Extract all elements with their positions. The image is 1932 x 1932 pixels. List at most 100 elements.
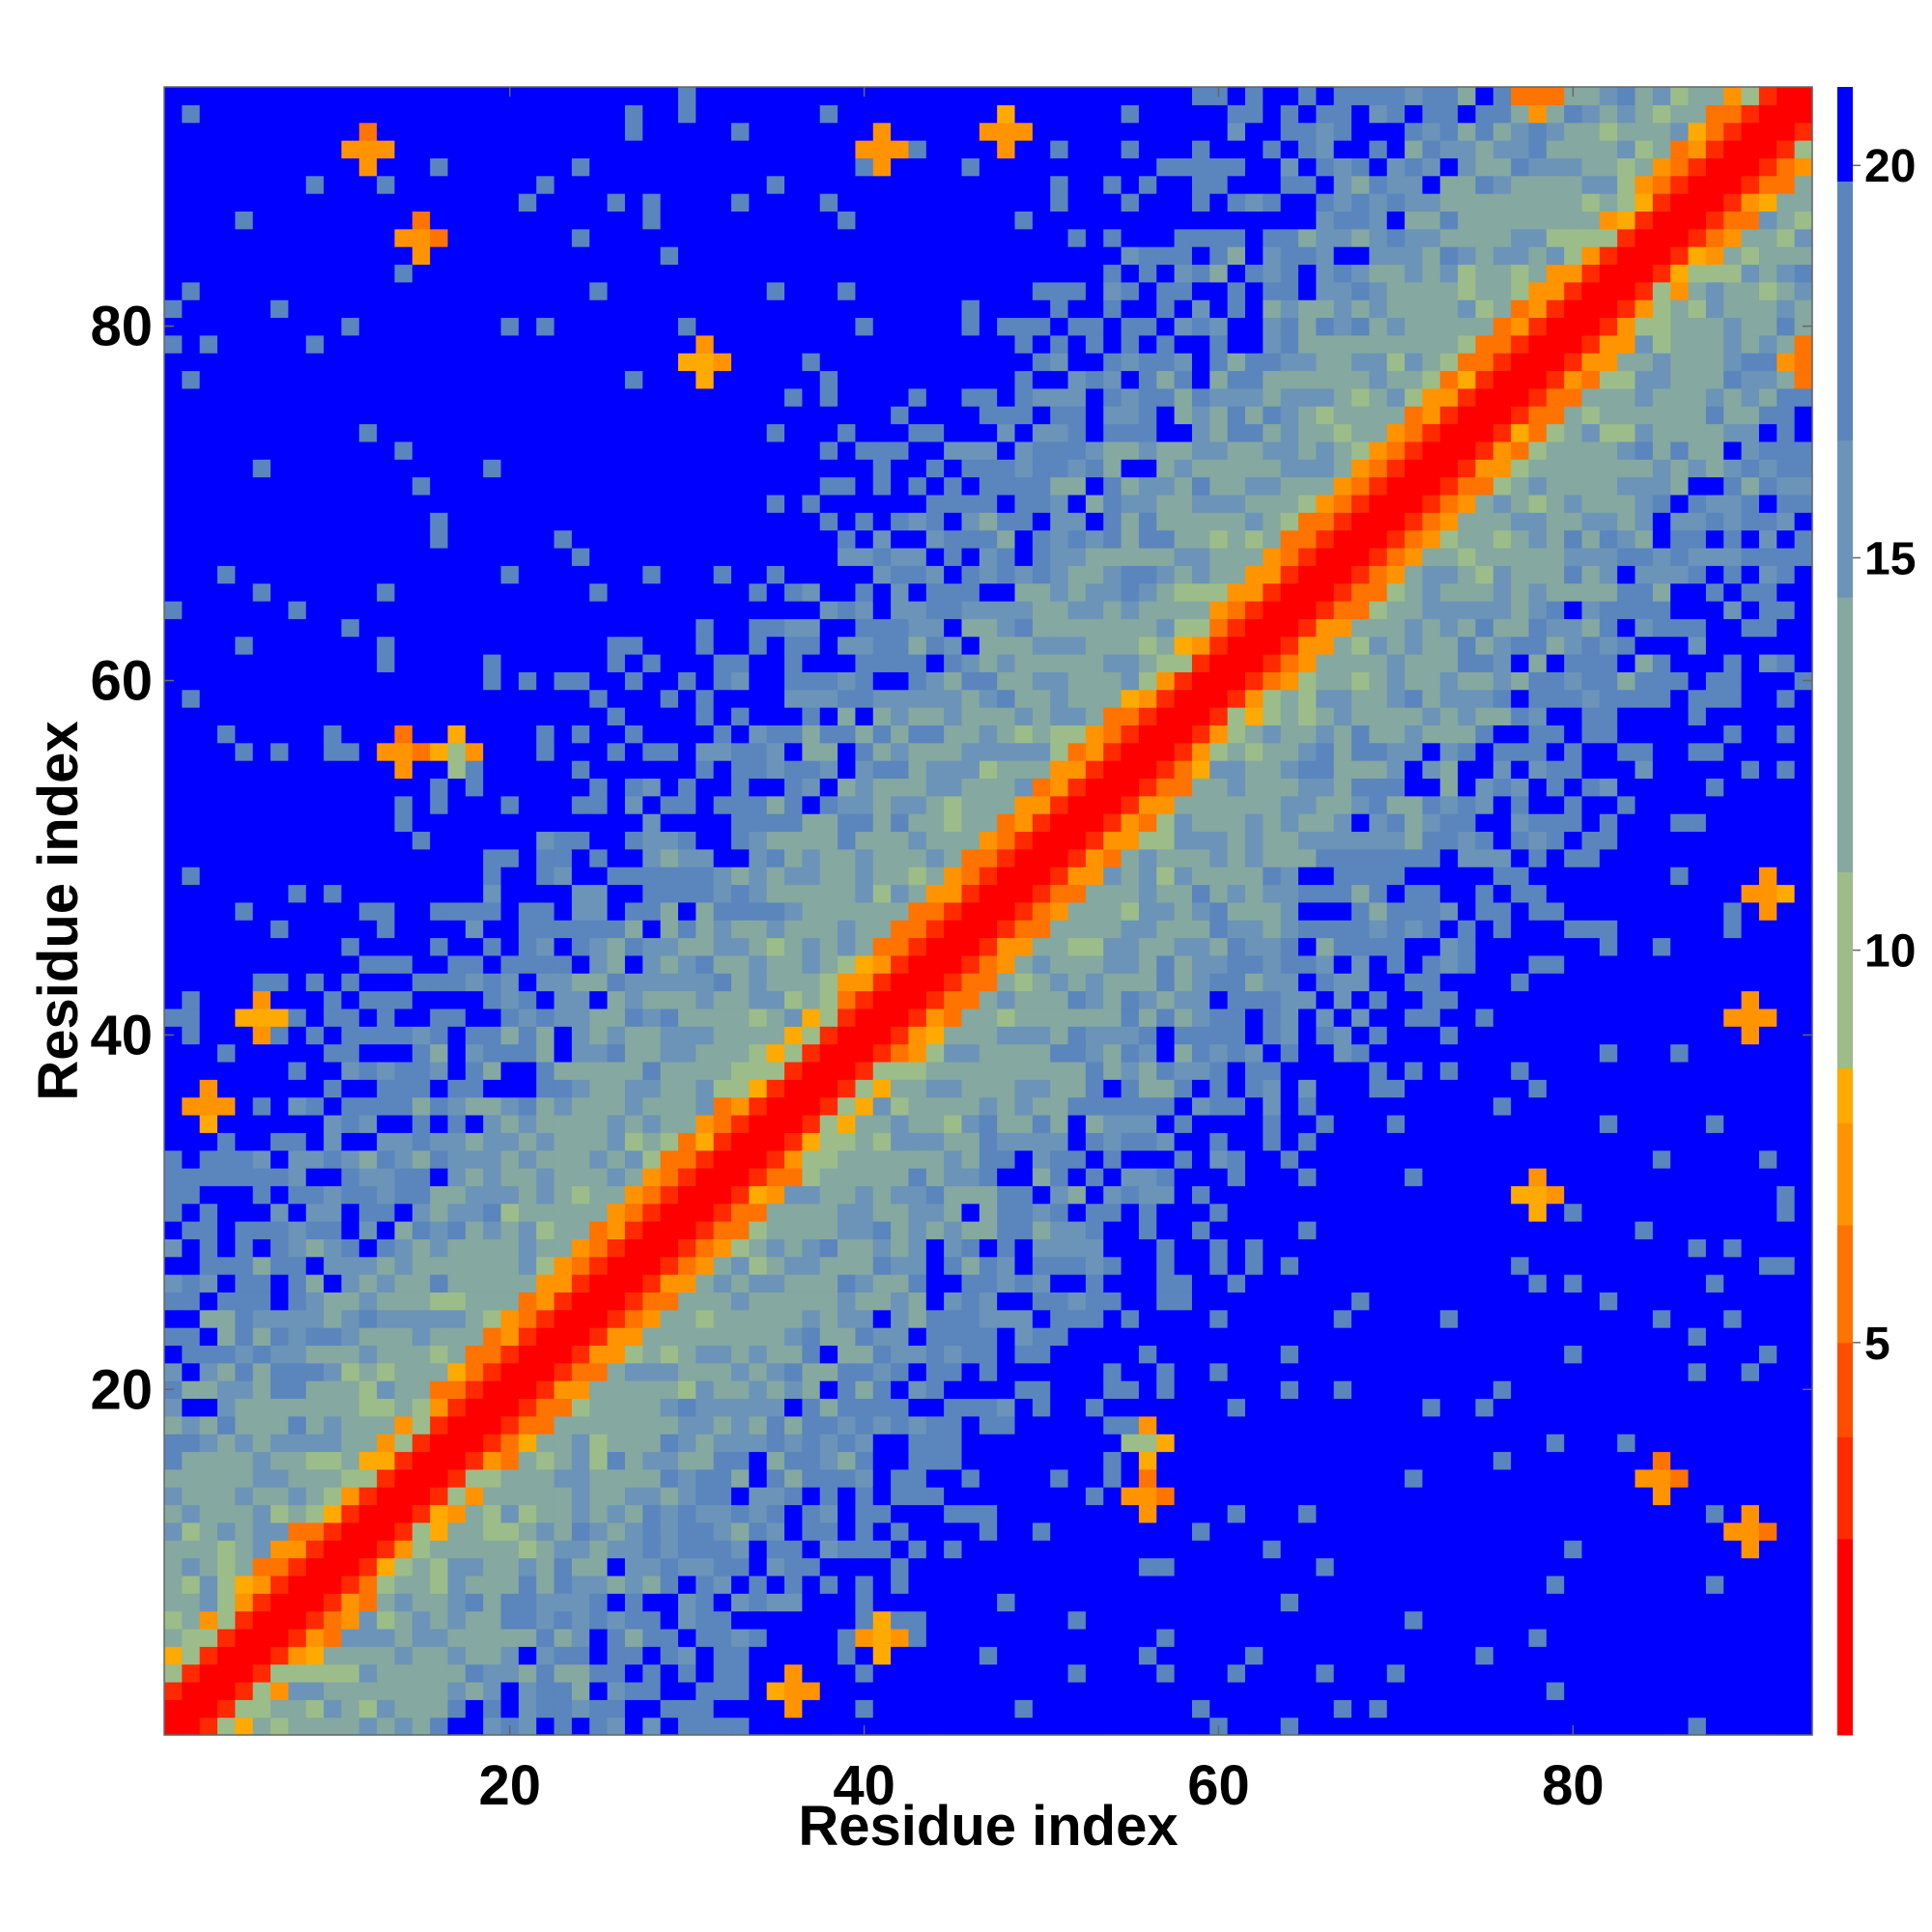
heatmap-cell [554,1203,573,1222]
heatmap-cell [660,476,679,496]
heatmap-cell [518,973,537,992]
heatmap-cell [394,1008,413,1027]
heatmap-cell [1050,423,1069,442]
heatmap-cell [784,724,803,744]
heatmap-cell [784,1575,803,1594]
heatmap-cell [802,387,821,407]
heatmap-cell [1032,1327,1051,1347]
heatmap-cell [324,529,343,549]
heatmap-cell [377,582,396,602]
heatmap-cell [164,104,183,124]
heatmap-cell [624,175,643,194]
heatmap-cell [252,1434,271,1453]
heatmap-cell [1085,281,1104,300]
heatmap-cell [872,1504,892,1523]
heatmap-cell [944,689,963,708]
heatmap-cell [377,193,396,212]
heatmap-cell [164,1079,183,1098]
heatmap-cell [358,1345,378,1364]
heatmap-cell [199,1593,218,1612]
heatmap-cell [394,1096,413,1116]
heatmap-cell [908,831,927,850]
heatmap-cell [979,1468,998,1488]
heatmap-cell [412,87,431,105]
heatmap-cell [394,1415,413,1435]
heatmap-cell [430,1026,449,1045]
heatmap-cell [252,1487,271,1506]
heatmap-cell [430,228,449,247]
heatmap-cell [1032,848,1051,867]
heatmap-cell [1014,707,1034,725]
heatmap-cell [447,157,467,177]
heatmap-cell [536,211,555,230]
heatmap-cell [872,1575,892,1594]
heatmap-cell [536,512,555,531]
heatmap-cell [908,1292,927,1311]
heatmap-cell [872,1327,892,1347]
heatmap-cell [394,1717,413,1736]
heatmap-cell [324,1150,343,1169]
heatmap-cell [624,565,643,584]
heatmap-cell [925,193,945,212]
heatmap-cell [217,1487,236,1506]
heatmap-cell [872,1521,892,1541]
heatmap-cell [624,760,643,780]
heatmap-cell [536,1008,555,1027]
heatmap-cell [713,264,732,283]
heatmap-cell [872,901,892,921]
heatmap-cell [784,795,803,814]
heatmap-cell [872,1468,892,1488]
heatmap-cell [377,440,396,460]
heatmap-cell [855,795,874,814]
heatmap-cell [997,742,1016,761]
heatmap-cell [518,565,537,584]
heatmap-cell [164,1415,183,1435]
heatmap-cell [324,920,343,939]
heatmap-cell [1085,1079,1104,1098]
heatmap-cell [979,423,998,442]
heatmap-cell [749,1114,768,1133]
heatmap-cell [624,1663,643,1683]
heatmap-cell [713,920,732,939]
heatmap-cell [270,1026,289,1045]
heatmap-cell [217,813,236,833]
heatmap-cell [412,1150,431,1169]
heatmap-cell [1050,104,1069,124]
heatmap-cell [819,1221,838,1239]
heatmap-cell [1067,654,1087,672]
heatmap-cell [536,334,555,354]
heatmap-cell [696,582,715,602]
heatmap-cell [766,831,785,850]
heatmap-cell [961,1256,980,1275]
heatmap-cell [925,707,945,725]
heatmap-cell [784,547,803,566]
heatmap-cell [199,423,218,442]
heatmap-cell [412,370,431,389]
heatmap-cell [235,1079,254,1098]
heatmap-cell [1050,901,1069,921]
heatmap-cell [1032,707,1051,725]
heatmap-cell [536,1646,555,1665]
heatmap-cell [465,370,484,389]
heatmap-cell [961,1521,980,1541]
heatmap-cell [199,1362,218,1381]
heatmap-cell [855,1575,874,1594]
heatmap-cell [872,1203,892,1222]
heatmap-cell [819,1663,838,1683]
heatmap-cell [607,512,626,531]
heatmap-cell [624,831,643,850]
heatmap-cell [164,1593,183,1612]
heatmap-cell [802,370,821,389]
heatmap-cell [1032,1079,1051,1098]
heatmap-cell [447,193,467,212]
heatmap-cell [358,884,378,903]
heatmap-cell [696,1327,715,1347]
heatmap-cell [305,831,325,850]
heatmap-cell [713,1185,732,1205]
heatmap-cell [979,193,998,212]
heatmap-cell [270,1096,289,1116]
heatmap-cell [518,104,537,124]
heatmap-cell [430,1292,449,1311]
heatmap-cell [341,1504,360,1523]
